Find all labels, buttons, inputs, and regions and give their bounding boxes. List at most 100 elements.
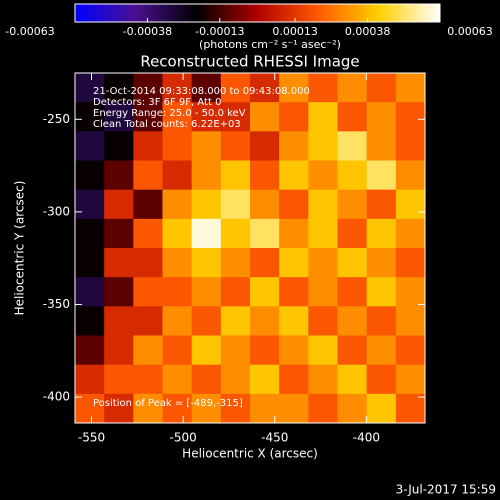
colorbar-label: (photons cm⁻² s⁻¹ asec⁻²) [199,38,341,51]
heatmap-cell [104,131,134,161]
colorbar-tick-label: -0.00038 [123,25,172,38]
heatmap-cell [279,131,309,161]
heatmap-cell [337,393,368,424]
heatmap-cell [337,189,368,220]
chart-title: Reconstructed RHESSI Image [140,53,359,71]
heatmap-cell [162,189,193,220]
heatmap-cell [162,218,193,249]
heatmap-cell [366,102,397,132]
heatmap-cell [162,277,193,307]
x-axis-label: Heliocentric X (arcsec) [182,447,318,461]
y-axis-label: Heliocentric Y (arcsec) [13,181,27,316]
plot-frame [74,72,426,424]
colorbar-tick-label: -0.00063 [5,25,54,38]
heatmap-cell [133,335,163,366]
heatmap-cell [308,160,338,191]
colorbar-tick-label: 0.00013 [272,25,318,38]
heatmap-cell [395,335,426,366]
heatmap-cell [337,73,368,103]
heatmap-cell [308,306,338,336]
heatmap-cell [250,102,280,132]
heatmap-cell [279,189,309,220]
heatmap-cell [133,277,163,307]
heatmap-cell [220,160,251,191]
heatmap-cell [75,102,105,132]
heatmap-cell [337,248,368,278]
heatmap-cell [250,248,280,278]
heatmap-cell [337,131,368,161]
heatmap-cell [75,393,105,424]
heatmap-cell [191,277,222,307]
heatmap-cell [337,218,368,249]
heatmap-cell [75,364,105,395]
heatmap-cell [395,277,426,307]
heatmap-cell [191,335,222,366]
heatmap-cell [220,364,251,395]
heatmap-cell [366,277,397,307]
heatmap-cell [395,73,426,103]
annotation: Detectors: 3F 6F 9F, Att 0 [93,97,221,108]
annotation: 21-Oct-2014 09:33:08.000 to 09:43:08.000 [93,86,310,97]
heatmap-cell [366,189,397,220]
heatmap-cell [366,131,397,161]
heatmap-cell [75,218,105,249]
heatmap-cell [220,335,251,366]
heatmap-cell [395,189,426,220]
heatmap-cell [308,189,338,220]
heatmap-cell [366,218,397,249]
heatmap-cell [395,160,426,191]
heatmap-cell [395,102,426,132]
x-tick-label: -550 [78,431,105,445]
heatmap-cell [162,160,193,191]
heatmap-cell [279,102,309,132]
heatmap-cell [191,189,222,220]
heatmap-cell [366,306,397,336]
heatmap-cell [337,277,368,307]
heatmap-cell [104,364,134,395]
heatmap-cell [395,393,426,424]
heatmap-cell [308,335,338,366]
heatmap-cell [75,248,105,278]
heatmap-cell [75,73,105,103]
heatmap-cell [279,335,309,366]
heatmap-cell [366,248,397,278]
heatmap-cell [395,306,426,336]
heatmap-cell [133,102,163,132]
heatmap-cell [337,102,368,132]
heatmap-cell [250,189,280,220]
heatmap-cell [220,73,251,103]
heatmap-cell [191,73,222,103]
heatmap-cell [279,73,309,103]
heatmap-cell [250,131,280,161]
heatmap-cell [250,277,280,307]
heatmap-cell [191,218,222,249]
x-tick-label: -400 [353,431,380,445]
heatmap-cell [133,364,163,395]
heatmap-cell [395,131,426,161]
heatmap-cell [162,393,193,424]
heatmap-cell [220,393,251,424]
heatmap-cell [279,218,309,249]
heatmap-cell [279,364,309,395]
annotation: Position of Peak = [-489,-315] [93,398,243,409]
heatmap-cell [191,393,222,424]
heatmap-cell [279,160,309,191]
heatmap-cell [162,102,193,132]
heatmap-cell [104,393,134,424]
heatmap-cell [133,218,163,249]
heatmap-cell [162,248,193,278]
x-tick-label: -450 [261,431,288,445]
heatmap-cell [337,364,368,395]
colorbar-tick-label: 0.00063 [447,25,493,38]
heatmap-cell [366,160,397,191]
heatmap-cell [220,218,251,249]
heatmap-cell [162,306,193,336]
footer-date: 3-Jul-2017 15:59 [396,483,496,497]
heatmap-cell [104,248,134,278]
y-tick-label: -400 [43,390,70,404]
colorbar-tick-label: 0.00038 [345,25,391,38]
heatmap-cell [337,306,368,336]
heatmap-cell [366,393,397,424]
heatmap-cell [308,102,338,132]
